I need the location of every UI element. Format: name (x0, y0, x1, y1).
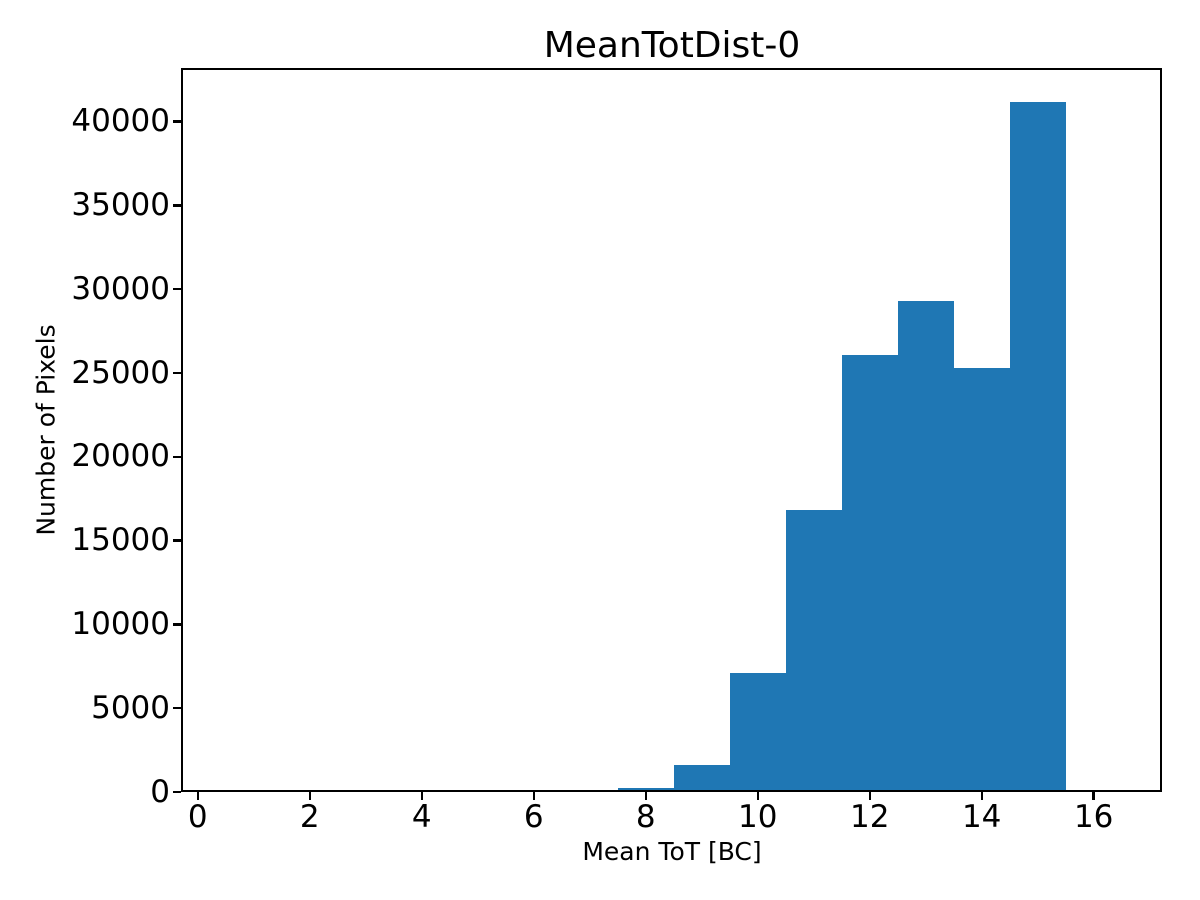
y-axis-label: Number of Pixels (31, 324, 61, 536)
y-tick-mark (173, 623, 181, 626)
x-tick-label: 4 (411, 799, 432, 835)
x-tick-label: 12 (849, 799, 890, 835)
y-tick-label: 40000 (71, 103, 170, 140)
y-tick-mark (173, 790, 181, 794)
y-tick-label: 25000 (71, 354, 170, 391)
y-tick-label: 5000 (91, 689, 170, 726)
x-tick-mark (532, 792, 535, 800)
histogram-bar (785, 510, 842, 790)
y-tick-mark (173, 707, 181, 710)
x-tick-label: 2 (299, 799, 320, 835)
histogram-bar (617, 787, 674, 790)
x-tick-label: 6 (523, 799, 544, 835)
chart-title: MeanTotDist-0 (543, 25, 801, 66)
y-tick-mark (173, 204, 181, 207)
y-tick-label: 10000 (71, 605, 170, 642)
y-tick-label: 20000 (71, 438, 170, 475)
x-tick-mark (420, 792, 423, 800)
y-tick-label: 35000 (71, 186, 170, 223)
x-tick-mark (1092, 792, 1095, 800)
x-tick-mark (196, 792, 199, 800)
x-tick-mark (868, 792, 871, 800)
histogram-bar (953, 367, 1010, 790)
x-tick-label: 8 (635, 799, 656, 835)
x-tick-mark (980, 792, 983, 800)
y-tick-label: 30000 (71, 270, 170, 307)
x-tick-label: 14 (961, 799, 1002, 835)
y-tick-mark (173, 455, 181, 458)
y-tick-mark (173, 371, 181, 375)
y-tick-label: 0 (150, 773, 170, 810)
histogram-bar (729, 673, 786, 790)
x-axis-label: Mean ToT [BC] (582, 837, 762, 866)
histogram-bar (841, 354, 898, 790)
histogram-bar (897, 300, 954, 790)
x-tick-mark (308, 792, 311, 800)
x-tick-mark (756, 792, 759, 800)
x-tick-label: 10 (737, 799, 778, 835)
x-tick-mark (644, 792, 647, 800)
y-tick-mark (173, 539, 181, 542)
x-tick-label: 16 (1073, 799, 1114, 835)
x-tick-label: 0 (187, 799, 208, 835)
y-tick-mark (173, 120, 181, 123)
y-tick-mark (173, 288, 181, 291)
histogram-bar (673, 765, 730, 790)
histogram-bar (1009, 101, 1066, 790)
y-tick-label: 15000 (71, 522, 170, 559)
